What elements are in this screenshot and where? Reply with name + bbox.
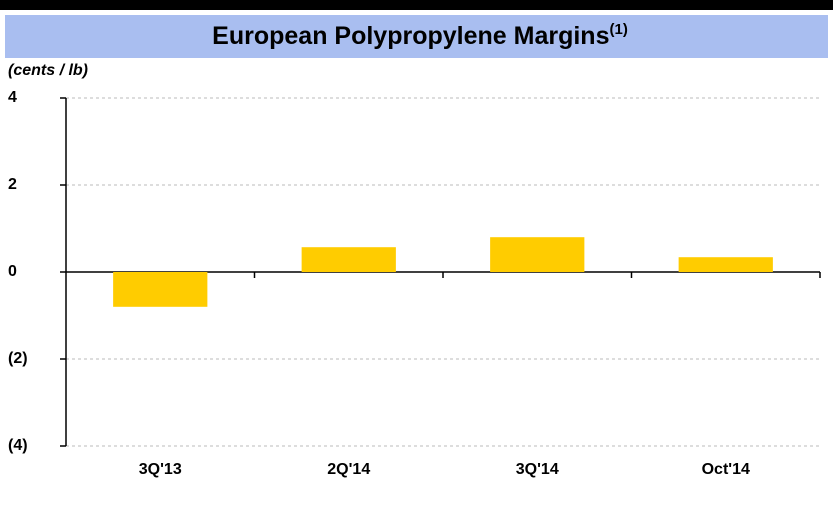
chart-title: European Polypropylene Margins(1) [212,21,628,50]
y-tick-label: 0 [8,263,17,280]
title-band [5,15,828,58]
bar [301,247,396,272]
y-tick-label: (4) [8,437,28,454]
bar [113,272,208,307]
title-superscript: (1) [609,21,627,38]
bar [490,237,585,272]
title-text: European Polypropylene Margins [212,22,609,50]
bar [678,257,773,272]
y-axis-label: (cents / lb) [8,62,88,79]
x-tick-label: 3Q'14 [516,461,559,478]
y-tick-label: 4 [8,89,17,106]
top-bar [0,0,833,10]
y-tick-label: (2) [8,350,28,367]
x-tick-label: Oct'14 [702,461,750,478]
y-tick-label: 2 [8,176,17,193]
x-tick-label: 2Q'14 [327,461,370,478]
x-tick-label: 3Q'13 [139,461,182,478]
